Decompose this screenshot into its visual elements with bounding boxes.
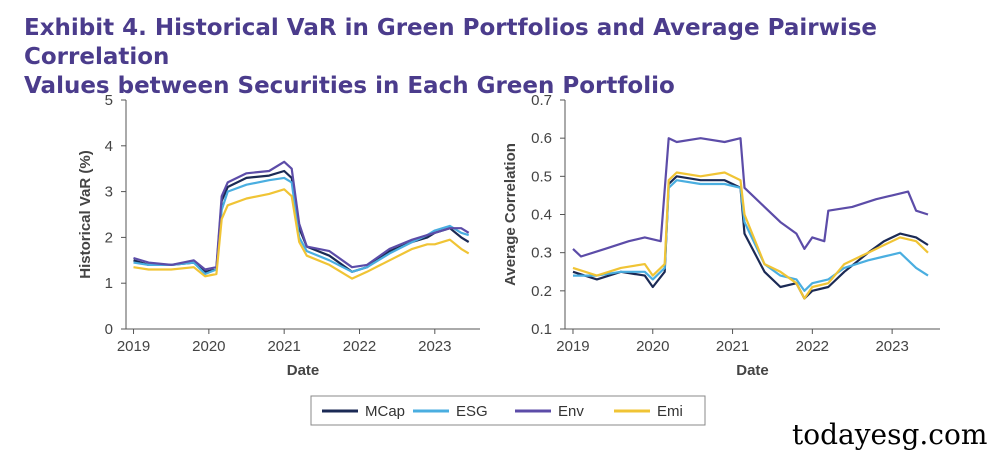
legend-label-mcap: MCap <box>365 403 405 420</box>
y-tick-label: 0.7 <box>531 92 552 109</box>
x-tick-label: 2019 <box>556 338 589 355</box>
series-line-emi <box>572 171 929 300</box>
watermark-text: todayesg.com <box>792 418 988 451</box>
series-line-esg <box>573 179 929 292</box>
x-tick-label: 2020 <box>636 338 669 355</box>
x-tick-label: 2022 <box>343 338 376 355</box>
y-tick-label: 1 <box>105 275 113 292</box>
x-tick-label: 2021 <box>267 338 300 355</box>
chart-title: Exhibit 4. Historical VaR in Green Portf… <box>24 14 984 101</box>
x-axis-title: Date <box>287 362 320 379</box>
x-tick-label: 2023 <box>875 338 908 355</box>
legend-label-env: Env <box>558 403 584 420</box>
legend-label-esg: ESG <box>456 403 488 420</box>
x-tick-label: 2022 <box>796 338 829 355</box>
y-tick-label: 0.5 <box>531 168 552 185</box>
series-line-env <box>133 160 470 271</box>
x-tick-label: 2020 <box>192 338 225 355</box>
y-tick-label: 5 <box>105 92 113 109</box>
y-axis-title: Historical VaR (%) <box>77 150 94 278</box>
y-tick-label: 2 <box>105 229 113 246</box>
y-tick-label: 3 <box>105 184 113 201</box>
y-tick-label: 0.6 <box>531 130 552 147</box>
chart-1: 0 1 2 3 4 5 2019 2020 2021 2022 2023 Date Historical… <box>77 92 480 379</box>
y-tick-label: 0.2 <box>531 283 552 300</box>
chart-2: 0.1 0.2 0.3 0.4 0.5 0.6 0.7 2019 2020 2021 2022 202… <box>502 92 940 379</box>
y-tick-label: 0.4 <box>531 207 552 224</box>
x-tick-label: 2023 <box>418 338 451 355</box>
legend: MCap ESG Env Emi <box>310 395 706 426</box>
y-tick-label: 0.3 <box>531 245 552 262</box>
series-line-emi <box>133 188 470 280</box>
x-tick-label: 2019 <box>117 338 150 355</box>
x-tick-label: 2021 <box>716 338 749 355</box>
x-axis-title: Date <box>736 362 769 379</box>
series-line-mcap <box>133 169 470 273</box>
series-line-env <box>572 137 929 258</box>
title-line-1: Exhibit 4. Historical VaR in Green Portf… <box>24 15 877 70</box>
y-axis-title: Average Correlation <box>502 143 519 286</box>
y-tick-label: 0.1 <box>531 321 552 338</box>
y-tick-label: 0 <box>105 321 113 338</box>
y-tick-label: 4 <box>105 138 113 155</box>
title-line-2: Values between Securities in Each Green … <box>24 73 675 99</box>
legend-label-emi: Emi <box>657 403 683 420</box>
